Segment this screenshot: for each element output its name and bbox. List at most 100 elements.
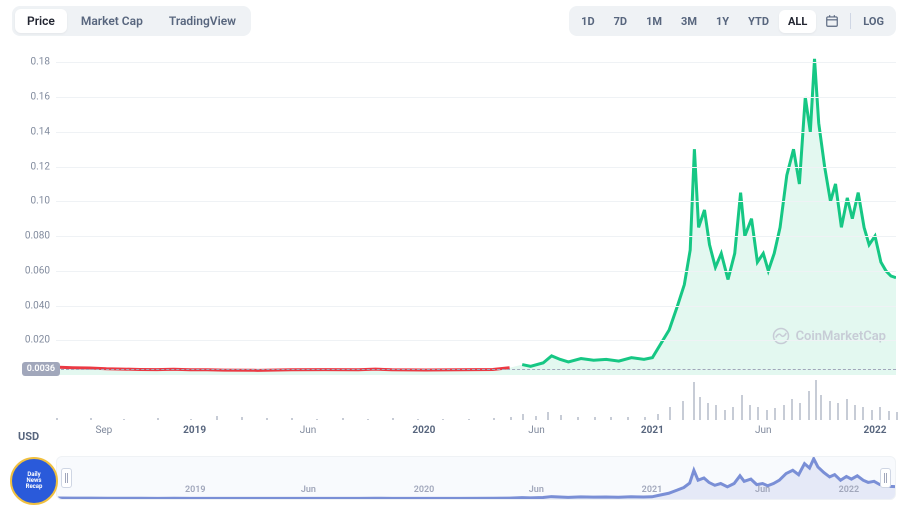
- y-axis-label: 0.16: [31, 92, 51, 103]
- x-axis-label: 2019: [183, 425, 206, 436]
- y-axis-label: 0.040: [25, 300, 50, 311]
- volume-bar: [342, 418, 344, 420]
- y-axis-label: 0.10: [31, 196, 51, 207]
- x-axis-label: Jun: [528, 425, 545, 436]
- volume-bar: [829, 401, 831, 420]
- y-axis-label: 0.14: [31, 126, 51, 137]
- volume-bar: [610, 417, 612, 420]
- volume-bar: [896, 412, 898, 420]
- brush-x-label: 2022: [839, 485, 860, 495]
- volume-bar: [766, 410, 768, 421]
- grid-line: [56, 132, 896, 133]
- grid-line: [56, 340, 896, 341]
- volume-bar: [316, 419, 318, 420]
- range-all[interactable]: ALL: [779, 10, 816, 33]
- volume-bar: [291, 418, 293, 420]
- y-axis-label: 0.18: [31, 57, 51, 68]
- range-1d[interactable]: 1D: [572, 10, 603, 33]
- brush-handle-right[interactable]: [880, 468, 891, 488]
- watermark: CoinMarketCap: [772, 327, 886, 345]
- volume-bar: [699, 397, 701, 420]
- volume-bar: [837, 403, 839, 420]
- tab-price[interactable]: Price: [15, 9, 67, 33]
- volume-bar: [879, 407, 881, 420]
- grid-line: [56, 236, 896, 237]
- range-1m[interactable]: 1M: [637, 10, 671, 33]
- brush-navigator[interactable]: 2019Jun2020Jun2021Jun2022: [56, 456, 896, 500]
- volume-bar: [888, 411, 890, 420]
- grid-line: [56, 271, 896, 272]
- watermark-text: CoinMarketCap: [796, 329, 886, 344]
- volume-bar: [216, 416, 218, 420]
- grid-line: [56, 62, 896, 63]
- x-axis-label: Sep: [95, 425, 112, 436]
- tab-tradingview[interactable]: TradingView: [157, 9, 248, 33]
- volume-bar: [266, 418, 268, 420]
- volume-bar: [732, 407, 734, 420]
- volume-bar: [510, 417, 512, 420]
- range-ytd[interactable]: YTD: [739, 10, 778, 33]
- source-badge: Daily News Recap: [10, 457, 58, 505]
- x-axis-label: 2020: [412, 425, 435, 436]
- volume-bar: [392, 418, 394, 420]
- brush-x-label: 2020: [414, 485, 435, 495]
- log-toggle[interactable]: LOG: [854, 10, 893, 33]
- range-7d[interactable]: 7D: [605, 10, 636, 33]
- volume-bar: [791, 399, 793, 420]
- volume-bar: [535, 416, 537, 420]
- volume-chart: [56, 378, 896, 420]
- brush-x-label: 2019: [185, 485, 206, 495]
- x-axis-label: 2022: [864, 425, 887, 436]
- volume-bar: [693, 382, 695, 420]
- grid-line: [56, 167, 896, 168]
- volume-bar: [820, 395, 822, 420]
- x-axis-label: 2021: [641, 425, 664, 436]
- volume-bar: [468, 419, 470, 420]
- volume-bar: [682, 401, 684, 420]
- volume-bar: [741, 395, 743, 420]
- volume-bar: [657, 414, 659, 420]
- current-value-badge: 0.0036: [22, 362, 60, 376]
- volume-bar: [808, 391, 810, 420]
- separator: [850, 13, 851, 29]
- volume-bar: [190, 419, 192, 420]
- volume-bar: [724, 410, 726, 421]
- volume-bar: [442, 419, 444, 420]
- brush-handle-left[interactable]: [61, 468, 72, 488]
- volume-bar: [577, 417, 579, 420]
- price-chart[interactable]: CoinMarketCap 0.0200.0400.0600.0800.100.…: [56, 45, 896, 375]
- range-1y[interactable]: 1Y: [707, 10, 738, 33]
- calendar-icon[interactable]: [817, 9, 847, 33]
- volume-bar: [627, 417, 629, 420]
- volume-bar: [644, 417, 646, 420]
- volume-bar: [715, 405, 717, 420]
- y-axis-label: 0.080: [25, 231, 50, 242]
- volume-bar: [493, 418, 495, 420]
- volume-bar: [367, 419, 369, 420]
- currency-label: USD: [18, 430, 39, 443]
- volume-bar: [783, 405, 785, 420]
- grid-line: [56, 306, 896, 307]
- volume-bar: [774, 408, 776, 420]
- volume-bar: [522, 414, 524, 420]
- volume-bar: [854, 405, 856, 420]
- y-axis-label: 0.12: [31, 161, 51, 172]
- volume-bar: [846, 399, 848, 420]
- volume-bar: [815, 380, 817, 420]
- volume-bar: [417, 419, 419, 420]
- volume-bar: [749, 405, 751, 420]
- y-axis-label: 0.020: [25, 335, 50, 346]
- brush-x-label: Jun: [301, 485, 316, 495]
- volume-bar: [757, 407, 759, 420]
- range-3m[interactable]: 3M: [672, 10, 706, 33]
- y-axis-label: 0.060: [25, 265, 50, 276]
- brush-x-label: Jun: [755, 485, 770, 495]
- brush-x-label: Jun: [529, 485, 544, 495]
- range-tabs: 1D7D1M3M1YYTDALL LOG: [569, 6, 896, 36]
- grid-line: [56, 97, 896, 98]
- volume-bar: [707, 403, 709, 420]
- x-axis-label: Jun: [755, 425, 772, 436]
- volume-bar: [547, 412, 549, 420]
- volume-bar: [241, 417, 243, 420]
- tab-market-cap[interactable]: Market Cap: [69, 9, 155, 33]
